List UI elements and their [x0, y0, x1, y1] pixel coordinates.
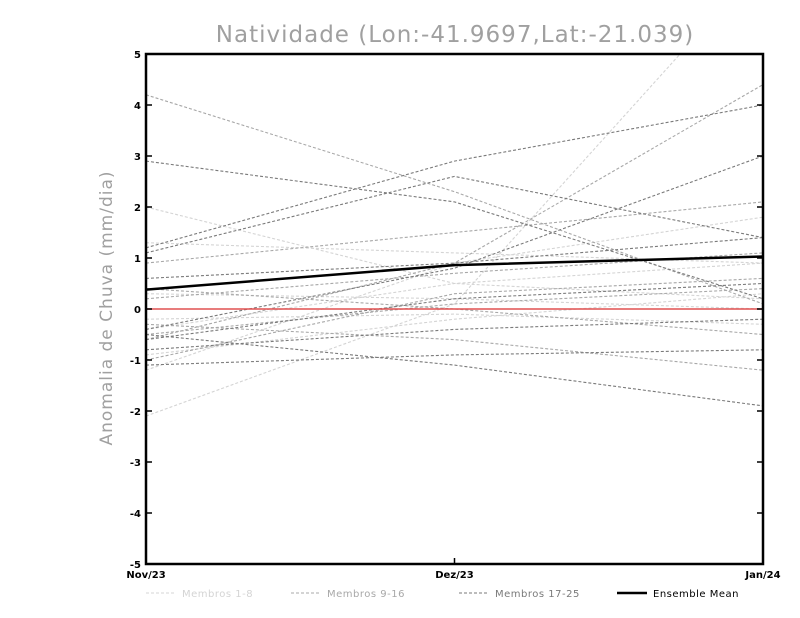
member-line-2 [146, 54, 681, 417]
member-line-8 [146, 262, 763, 330]
legend-label: Membros 9-16 [327, 589, 405, 600]
member-line-12 [146, 323, 763, 371]
member-line-23 [146, 349, 763, 366]
member-line-22 [146, 333, 763, 407]
member-line-14 [146, 277, 763, 361]
y-tick-label: -5 [130, 560, 141, 571]
x-tick-label: Nov/23 [126, 570, 165, 581]
y-tick-label: -4 [130, 509, 141, 520]
legend-label: Ensemble Mean [653, 589, 739, 600]
member-line-15 [146, 288, 763, 336]
legend-label: Membros 1-8 [182, 589, 253, 600]
member-line-4 [146, 242, 763, 264]
member-line-5 [146, 313, 763, 325]
y-tick-label: 5 [134, 50, 141, 61]
y-tick-label: -3 [130, 458, 141, 469]
member-line-11 [146, 201, 763, 264]
y-tick-label: 2 [134, 203, 141, 214]
y-tick-label: -2 [130, 407, 141, 418]
member-line-9 [146, 94, 763, 305]
member-line-25 [146, 282, 763, 341]
ensemble-mean-line [146, 255, 763, 291]
y-tick-label: 4 [134, 101, 141, 112]
chart-title: Natividade (Lon:-41.9697,Lat:-21.039) [216, 22, 694, 48]
y-tick-label: -1 [130, 356, 141, 367]
member-line-7 [146, 293, 763, 310]
y-axis-ticks: -5 -4 -3 -2 -1 0 1 2 3 4 5 [130, 50, 763, 571]
y-tick-label: 0 [134, 305, 141, 316]
member-line-19 [146, 175, 763, 254]
legend-label: Membros 17-25 [495, 589, 580, 600]
y-axis-label: Anomalia de Chuva (mm/dia) [97, 170, 117, 445]
legend: Membros 1-8 Membros 9-16 Membros 17-25 Ense… [146, 589, 739, 600]
x-axis-ticks: Nov/23 Dez/23 Jan/24 [126, 558, 781, 581]
y-tick-label: 1 [134, 254, 141, 265]
y-tick-label: 3 [134, 152, 141, 163]
member-line-10 [146, 84, 763, 341]
member-line-6 [146, 293, 763, 356]
member-line-17 [146, 160, 763, 300]
member-line-24 [146, 318, 763, 351]
series-layer [146, 54, 763, 417]
member-line-16 [146, 288, 763, 336]
x-tick-label: Dez/23 [435, 570, 474, 581]
x-tick-label: Jan/24 [744, 570, 780, 581]
ensemble-mean-layer [146, 255, 763, 291]
member-line-21 [146, 237, 763, 279]
member-line-18 [146, 104, 763, 249]
member-line-1 [146, 206, 763, 300]
